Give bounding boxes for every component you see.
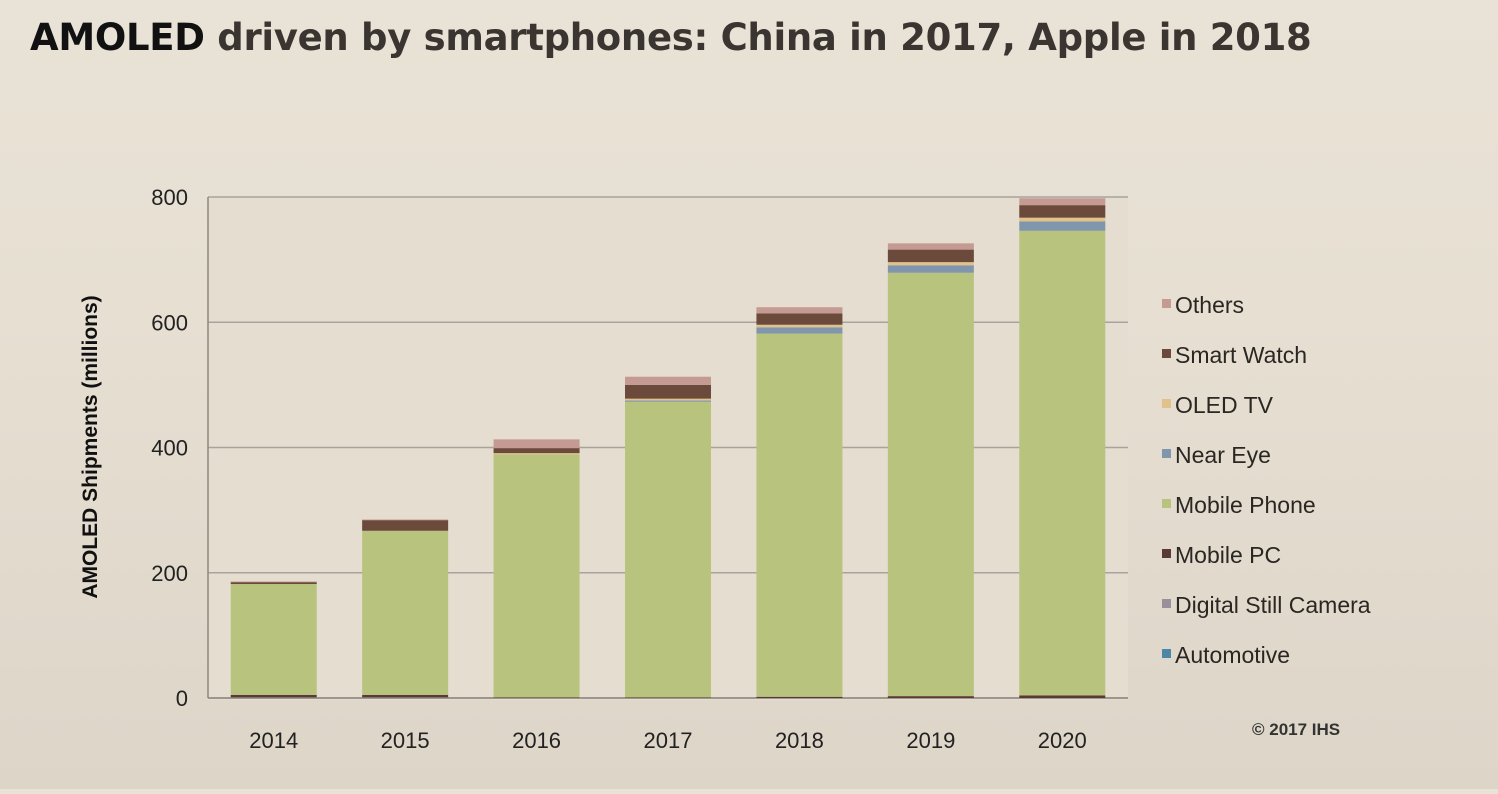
legend-label: Others (1175, 291, 1245, 318)
bar-segment-mobile-phone (625, 401, 711, 698)
bar-segment-near-eye (756, 327, 843, 334)
legend-item: Automotive (1162, 630, 1462, 680)
legend-label: Mobile Phone (1175, 491, 1316, 518)
bar-segment-mobile-phone (230, 584, 317, 695)
legend-label: Automotive (1175, 641, 1291, 668)
copyright-note: © 2017 IHS (1252, 720, 1341, 739)
legend-label: OLED TV (1175, 391, 1273, 418)
bar-segment-oled-tv (756, 324, 843, 328)
bar-segment-smart-watch (362, 520, 449, 531)
bar-segment-mobile-pc (756, 696, 843, 698)
x-tick-label: 2020 (1038, 728, 1087, 753)
legend-item: Smart Watch (1162, 330, 1462, 380)
legend-item: Others (1162, 280, 1462, 330)
bar-segment-others (230, 581, 317, 583)
bar-segment-mobile-pc (493, 697, 580, 698)
legend-label: Digital Still Camera (1175, 591, 1371, 618)
legend-swatch (1162, 298, 1171, 308)
legend-item: Near Eye (1162, 430, 1462, 480)
bar-segment-smart-watch (230, 582, 317, 585)
bar-segment-oled-tv (625, 398, 711, 401)
bar-segment-digital-still-camera (362, 697, 449, 698)
bar-segment-near-eye (887, 265, 974, 273)
y-tick-label: 600 (151, 310, 188, 335)
bar-segment-smart-watch (493, 448, 580, 454)
bars (230, 198, 1106, 698)
bar-segment-oled-tv (493, 453, 580, 455)
bar-segment-mobile-phone (887, 272, 974, 697)
legend-item: Digital Still Camera (1162, 580, 1462, 630)
legend-item: OLED TV (1162, 380, 1462, 430)
tick-labels: 0 200 400 600 800 2014 2015 2016 2017 2018 2019 202… (151, 185, 1086, 753)
slide-title: AMOLED driven by smartphones: China in 2… (30, 16, 1470, 59)
legend-label: Mobile PC (1175, 541, 1282, 568)
bar-segment-smart-watch (625, 384, 711, 399)
bar-segment-mobile-phone (756, 333, 843, 697)
bar-segment-near-eye (1019, 221, 1106, 231)
bar-segment-others (625, 376, 711, 385)
bar-segment-mobile-pc (362, 694, 449, 698)
bar-segment-near-eye (625, 400, 711, 402)
x-tick-label: 2018 (775, 728, 824, 753)
bar-segment-mobile-pc (1019, 695, 1106, 698)
y-tick-label: 400 (151, 436, 188, 461)
bar-segment-mobile-pc (887, 696, 974, 698)
legend-item: Mobile Phone (1162, 480, 1462, 530)
legend-swatch (1162, 548, 1171, 558)
x-tick-label: 2017 (644, 728, 693, 753)
x-tick-label: 2019 (906, 728, 955, 753)
bar-segment-others (362, 519, 449, 521)
y-axis-label: AMOLED Shipments (millions) (79, 295, 102, 598)
bar-segment-mobile-phone (493, 454, 580, 698)
bar-segment-digital-still-camera (230, 697, 317, 698)
bar-segment-others (756, 307, 843, 314)
x-tick-label: 2015 (381, 728, 430, 753)
legend-swatch (1162, 448, 1171, 458)
bar-segment-oled-tv (1019, 217, 1106, 222)
legend-label: Near Eye (1175, 441, 1271, 468)
bar-segment-mobile-phone (1019, 230, 1106, 696)
y-tick-label: 200 (151, 561, 188, 586)
bar-segment-others (887, 243, 974, 250)
legend-swatch (1162, 648, 1171, 658)
slide-title-lead: AMOLED (30, 16, 205, 59)
legend-label: Smart Watch (1175, 341, 1308, 368)
x-tick-label: 2016 (512, 728, 561, 753)
bar-segment-smart-watch (1019, 205, 1106, 218)
legend-swatch (1162, 498, 1171, 508)
bar-segment-mobile-phone (362, 530, 449, 695)
bar-segment-others (1019, 198, 1106, 206)
slide-title-rest: driven by smartphones: China in 2017, Ap… (204, 16, 1312, 59)
y-tick-label: 800 (151, 185, 188, 210)
bar-segment-mobile-pc (625, 697, 711, 698)
bar-segment-others (493, 439, 580, 449)
legend-swatch (1162, 598, 1171, 608)
bar-segment-smart-watch (756, 313, 843, 325)
legend: Others Smart Watch OLED TV Near Eye Mobile P… (1162, 280, 1462, 680)
legend-item: Mobile PC (1162, 530, 1462, 580)
x-tick-label: 2014 (249, 728, 298, 753)
bar-segment-smart-watch (887, 249, 974, 263)
y-tick-label: 0 (176, 686, 188, 711)
legend-swatch (1162, 398, 1171, 408)
legend-swatch (1162, 348, 1171, 358)
bar-segment-mobile-pc (230, 694, 317, 698)
bar-segment-oled-tv (887, 262, 974, 266)
